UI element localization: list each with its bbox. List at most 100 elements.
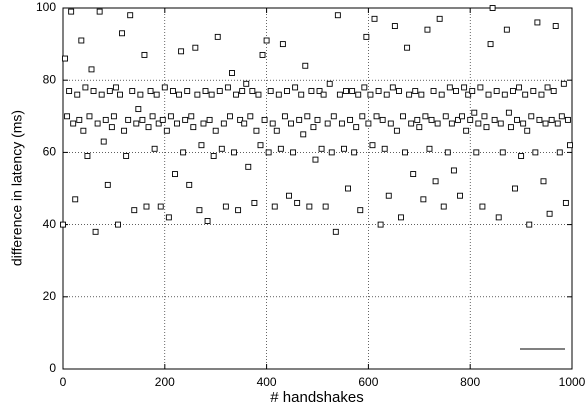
point: [227, 113, 233, 120]
point: [149, 113, 156, 120]
point: [562, 199, 569, 206]
point: [338, 120, 345, 127]
point: [359, 113, 366, 120]
point: [412, 88, 419, 94]
point: [78, 37, 85, 44]
point: [172, 171, 178, 178]
point: [275, 91, 282, 98]
point: [528, 113, 535, 120]
point: [139, 116, 146, 123]
x-tick-label: 1000: [559, 375, 586, 389]
point: [153, 91, 160, 98]
y-tick-label: 80: [43, 72, 57, 86]
point: [398, 214, 404, 221]
point: [151, 145, 158, 152]
point: [157, 203, 164, 210]
point: [487, 41, 494, 48]
point: [178, 48, 185, 55]
point: [84, 153, 91, 159]
point: [302, 62, 309, 69]
point: [442, 113, 449, 120]
point: [326, 80, 333, 87]
point: [131, 207, 138, 214]
point: [277, 145, 284, 152]
point: [564, 116, 571, 123]
point: [455, 116, 461, 123]
point: [137, 91, 144, 98]
point: [361, 84, 368, 91]
point: [391, 23, 398, 29]
point: [493, 88, 500, 94]
point: [198, 142, 205, 149]
point: [296, 116, 303, 123]
point: [414, 116, 421, 123]
point: [503, 26, 510, 33]
point: [330, 113, 337, 120]
point: [351, 149, 358, 156]
point: [310, 124, 317, 131]
point: [534, 19, 541, 26]
point: [80, 127, 87, 134]
point: [86, 113, 93, 120]
x-tick-label: 400: [257, 375, 277, 389]
point: [188, 113, 195, 120]
point: [400, 113, 406, 120]
point: [72, 196, 79, 203]
point: [74, 91, 81, 98]
point: [306, 203, 313, 210]
point: [438, 91, 445, 98]
point: [220, 120, 227, 127]
point: [377, 221, 384, 228]
point: [245, 163, 252, 170]
point: [505, 109, 512, 116]
point: [512, 185, 518, 192]
point: [463, 127, 470, 134]
point: [548, 116, 555, 123]
point: [143, 203, 150, 210]
point: [129, 88, 136, 94]
point: [349, 88, 356, 94]
point: [147, 88, 154, 94]
point: [286, 192, 292, 199]
point: [538, 91, 545, 98]
point: [251, 199, 258, 206]
point: [430, 88, 437, 94]
point: [206, 116, 213, 123]
point: [471, 109, 478, 116]
point: [298, 91, 305, 98]
point: [436, 15, 443, 22]
point: [332, 228, 339, 235]
point: [485, 91, 492, 98]
point: [404, 44, 411, 51]
point: [469, 88, 476, 94]
point: [106, 88, 113, 94]
point: [204, 218, 211, 224]
point: [371, 15, 378, 22]
point: [247, 113, 254, 120]
point: [318, 145, 325, 152]
point: [237, 116, 244, 123]
point: [552, 23, 559, 29]
point: [479, 203, 486, 210]
point: [426, 145, 433, 152]
point: [194, 91, 201, 98]
point: [312, 156, 319, 163]
point: [308, 88, 315, 94]
point: [497, 120, 504, 127]
point: [180, 149, 187, 156]
point: [68, 8, 75, 15]
point: [121, 127, 128, 134]
point: [406, 91, 413, 98]
point: [477, 84, 484, 91]
point: [457, 192, 463, 199]
point: [375, 88, 382, 94]
y-axis-label: difference in latency (ms): [9, 110, 25, 266]
point: [60, 221, 66, 228]
point: [560, 80, 567, 87]
point: [387, 120, 394, 127]
x-axis-label: # handshakes: [270, 389, 363, 406]
point: [261, 116, 268, 123]
point: [473, 149, 480, 156]
